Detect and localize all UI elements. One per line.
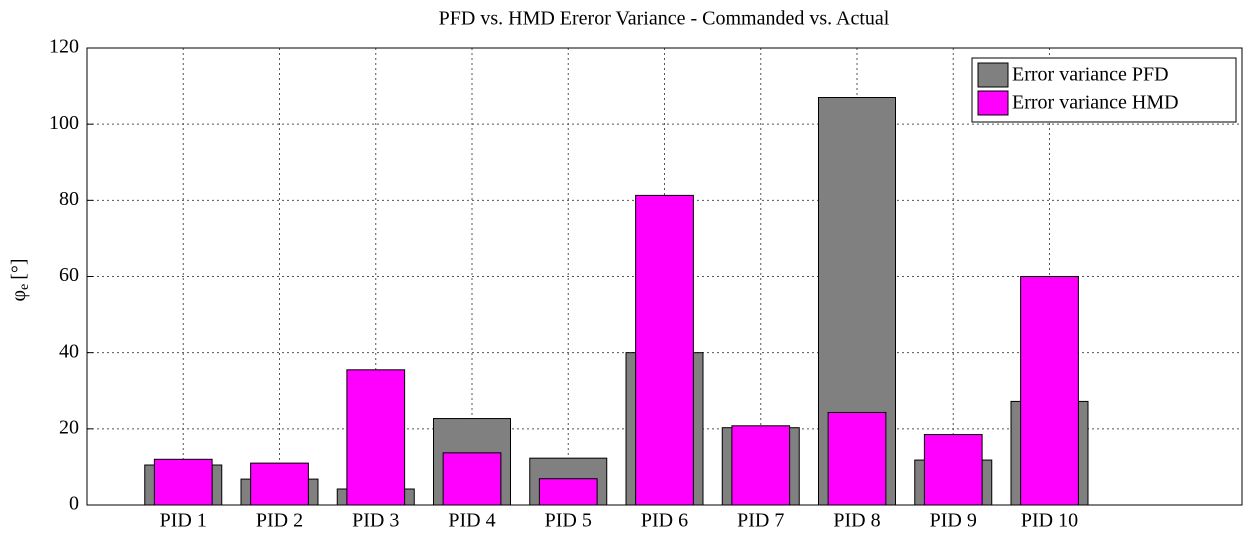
x-tick-label: PID 6 (641, 510, 688, 532)
y-label-subscript: e (17, 284, 32, 290)
y-tick-label: 100 (49, 112, 79, 134)
legend-swatch (977, 62, 1009, 88)
bar (1020, 276, 1079, 506)
bar (538, 478, 598, 506)
legend-swatch (977, 90, 1009, 116)
bar (250, 462, 309, 506)
y-axis-label: φe [°] (8, 258, 33, 301)
legend-label: Error variance HMD (1012, 92, 1179, 114)
bar (827, 411, 887, 506)
bar (442, 452, 502, 506)
bar (346, 369, 406, 506)
x-tick-label: PID 1 (160, 510, 207, 532)
y-tick-label: 60 (59, 264, 79, 286)
y-tick-label: 40 (59, 340, 79, 362)
x-tick-label: PID 10 (1021, 510, 1078, 532)
y-label-symbol: φ (8, 290, 30, 302)
x-tick-label: PID 9 (930, 510, 977, 532)
bar (635, 194, 694, 506)
y-tick-label: 120 (49, 36, 79, 58)
plot-frame (86, 47, 1243, 506)
x-tick-label: PID 2 (256, 510, 303, 532)
x-tick-label: PID 4 (448, 510, 495, 532)
bar (153, 458, 213, 506)
legend-label: Error variance PFD (1012, 64, 1169, 86)
x-tick-label: PID 8 (833, 510, 880, 532)
bar (731, 425, 791, 506)
bar (923, 434, 983, 506)
chart-title: PFD vs. HMD Ereror Variance - Commanded … (439, 8, 890, 30)
x-tick-label: PID 5 (545, 510, 592, 532)
x-tick-label: PID 3 (352, 510, 399, 532)
y-tick-label: 80 (59, 188, 79, 210)
y-label-unit: [°] (8, 258, 30, 279)
y-tick-label: 20 (59, 416, 79, 438)
legend-box (971, 57, 1237, 123)
x-tick-label: PID 7 (737, 510, 784, 532)
y-tick-label: 0 (69, 493, 79, 515)
